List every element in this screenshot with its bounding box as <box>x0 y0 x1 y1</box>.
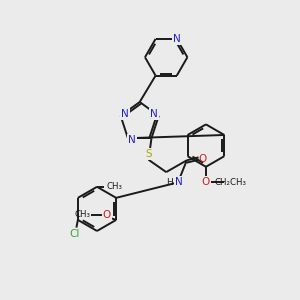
Text: CH₂CH₃: CH₂CH₃ <box>215 178 247 187</box>
Text: N: N <box>128 135 136 145</box>
Text: H: H <box>166 178 173 187</box>
Text: CH₃: CH₃ <box>74 210 90 219</box>
Text: S: S <box>145 149 152 159</box>
Text: N: N <box>150 110 158 119</box>
Text: O: O <box>199 154 207 164</box>
Text: N: N <box>121 110 129 119</box>
Text: N: N <box>173 34 181 44</box>
Text: O: O <box>103 210 111 220</box>
Text: Cl: Cl <box>70 229 80 239</box>
Text: N: N <box>175 177 182 188</box>
Text: O: O <box>202 177 210 187</box>
Text: CH₃: CH₃ <box>107 182 123 191</box>
